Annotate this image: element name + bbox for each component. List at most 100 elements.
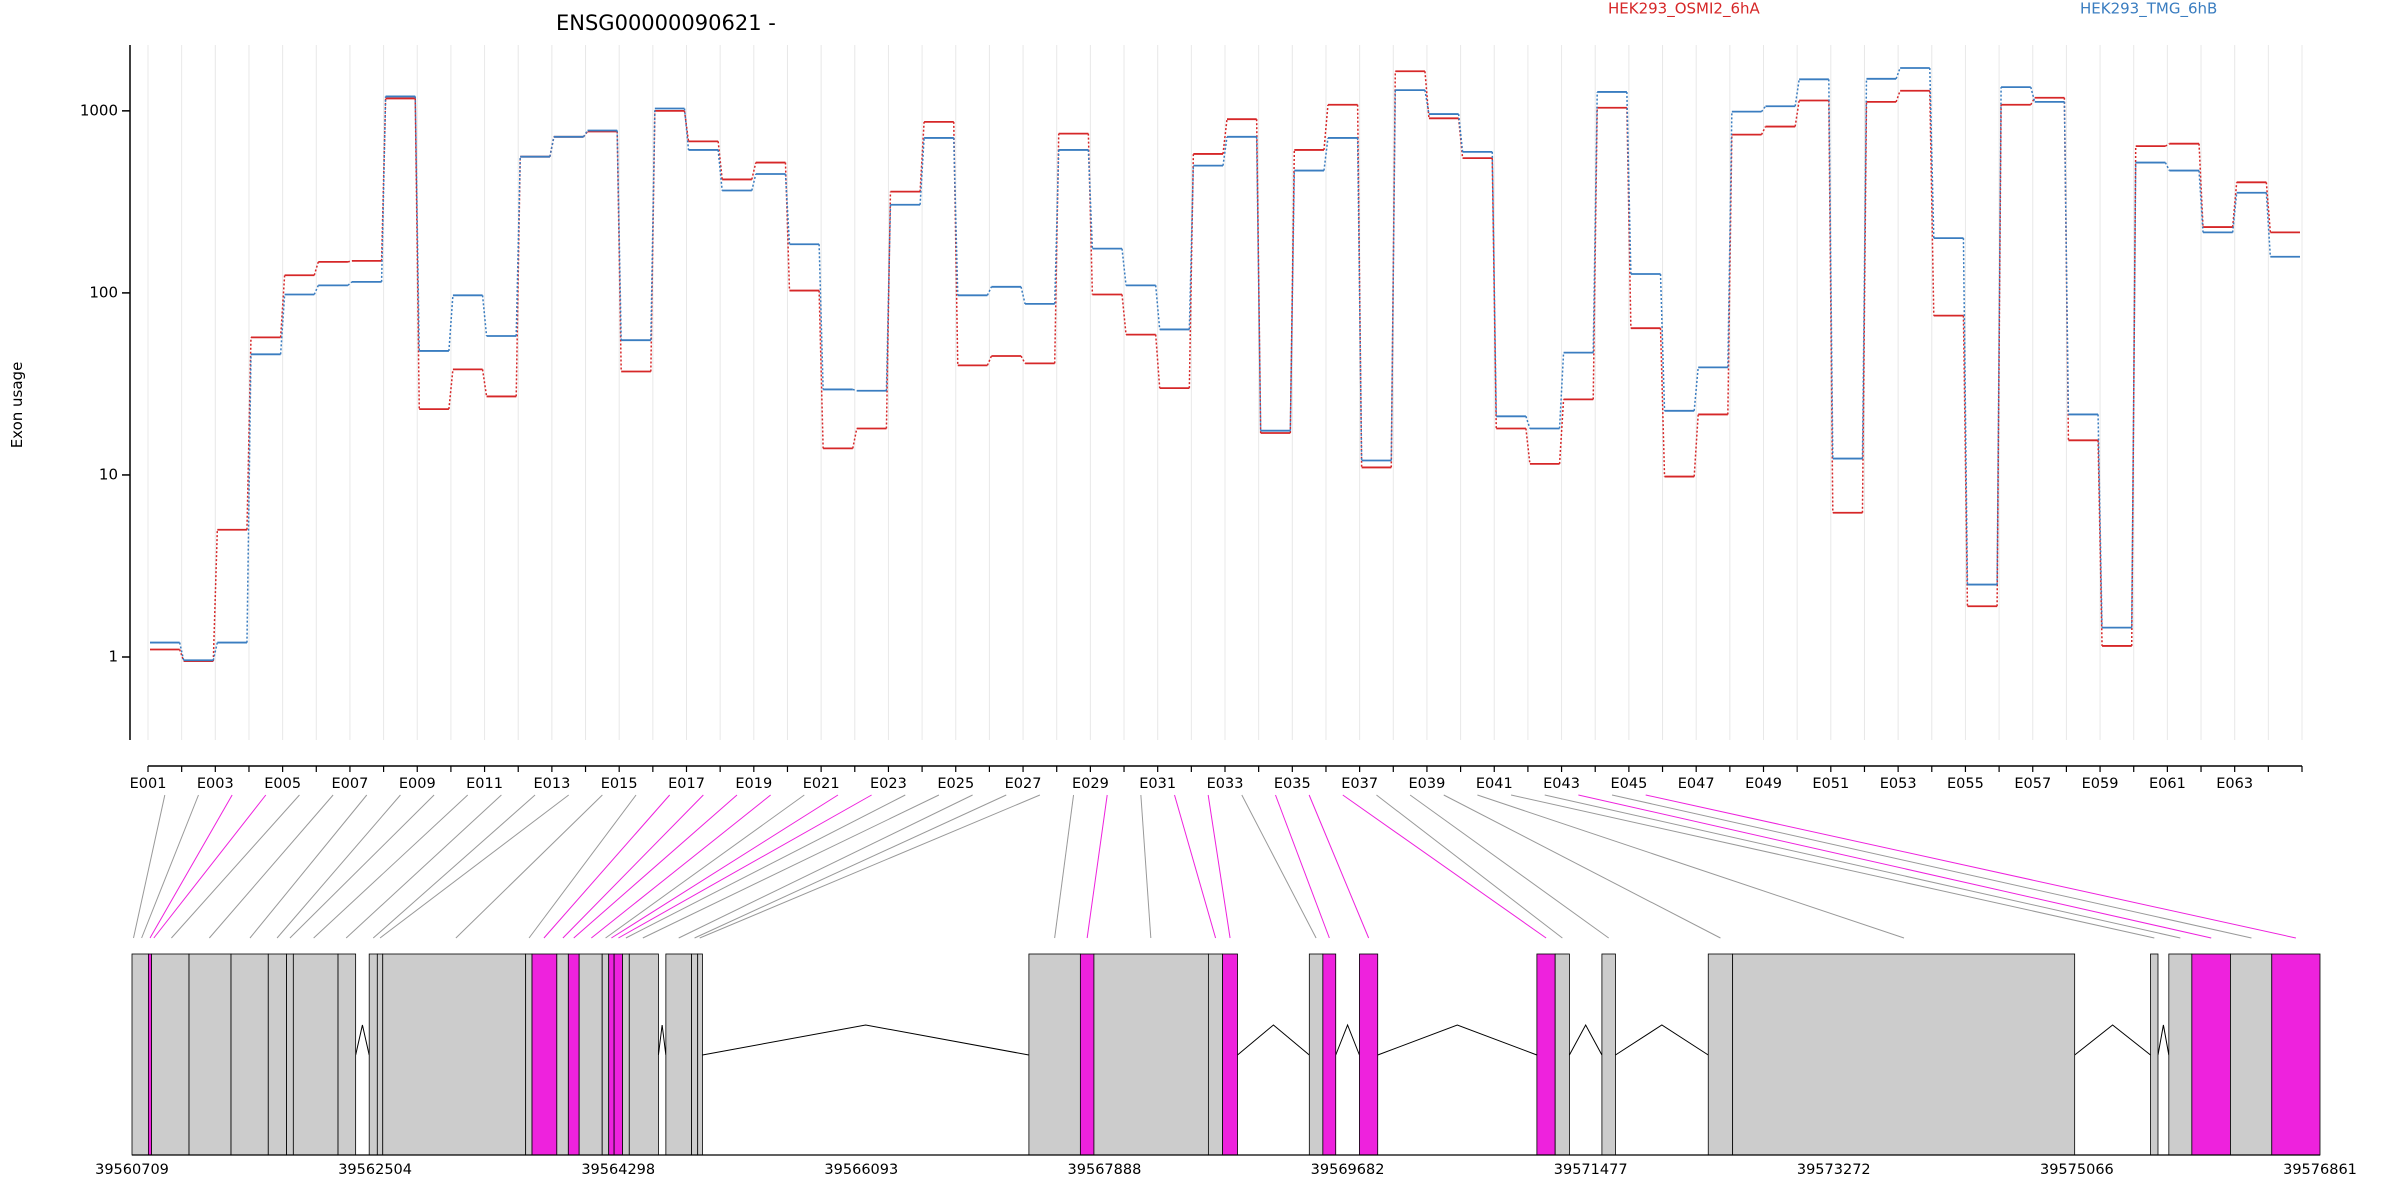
series-connector <box>380 96 387 282</box>
exon-link <box>149 794 233 939</box>
series-connector <box>1558 399 1565 464</box>
exon-box <box>1554 953 1570 1156</box>
exon-box <box>1308 953 1324 1156</box>
exon-box <box>1732 953 2076 1156</box>
series-connector <box>448 369 454 410</box>
exon-link <box>141 794 199 939</box>
exon-link <box>1376 794 1563 939</box>
series-layer <box>150 67 2300 662</box>
x-tick-label: E051 <box>1812 776 1849 792</box>
exon-link <box>618 794 872 939</box>
series-connector <box>2164 162 2171 171</box>
exon-link <box>1477 794 1905 939</box>
exon-link <box>543 794 671 939</box>
series-connector <box>986 286 993 296</box>
exon-box <box>578 953 603 1156</box>
exon-box <box>230 953 269 1156</box>
series-connector <box>1659 328 1666 477</box>
exon-link <box>1308 794 1370 939</box>
series-connector <box>347 281 353 286</box>
intron-line <box>1615 1024 1709 1056</box>
genomic-tick-label: 39560709 <box>95 1162 169 1178</box>
x-tick-label: E055 <box>1947 776 1984 792</box>
series-connector <box>1592 91 1598 353</box>
intron-line <box>1568 1023 1603 1056</box>
series-connector <box>1491 151 1497 417</box>
x-tick-label: E021 <box>803 776 840 792</box>
intron-line <box>2157 1024 2170 1056</box>
x-tick-label: E033 <box>1207 776 1244 792</box>
exon-box <box>1601 953 1616 1156</box>
x-tick-label: E059 <box>2082 776 2119 792</box>
series-connector <box>1727 111 1733 368</box>
series-connector <box>1424 89 1430 115</box>
intron-line <box>1237 1024 1310 1056</box>
exon-link <box>153 794 267 939</box>
genomic-tick-label: 39569682 <box>1311 1162 1385 1178</box>
series-connector <box>178 642 185 661</box>
x-tick-label: E027 <box>1005 776 1042 792</box>
intron-line <box>702 1024 1029 1056</box>
genomic-tick-label: 39562504 <box>338 1162 412 1178</box>
x-tick-label: E013 <box>533 776 570 792</box>
series-connector <box>246 354 252 643</box>
genomic-tick-label: 39573272 <box>1797 1162 1871 1178</box>
series-connector <box>347 260 353 263</box>
exon-box <box>337 953 357 1156</box>
series-connector <box>448 295 454 351</box>
series-connector <box>1525 428 1531 464</box>
series-connector <box>1188 165 1195 330</box>
series-connector <box>481 369 488 397</box>
series-connector <box>212 529 219 662</box>
series-connector <box>1154 334 1161 389</box>
exon-link <box>289 794 435 939</box>
series-connector <box>2265 192 2272 257</box>
exon-link <box>1544 794 2181 939</box>
series-connector <box>1289 170 1296 431</box>
intron-line <box>1335 1023 1360 1056</box>
exon-box <box>691 953 699 1156</box>
x-tick-label: E041 <box>1476 776 1513 792</box>
exon-link <box>1174 794 1217 939</box>
grid-layer <box>147 45 2303 740</box>
exon-box <box>2230 953 2273 1156</box>
exon-link <box>1086 794 1108 939</box>
series-connector <box>1861 101 1868 513</box>
exon-link <box>591 794 771 939</box>
exon-box <box>2271 953 2321 1156</box>
x-tick-label: E035 <box>1274 776 1311 792</box>
series-connector <box>279 294 286 355</box>
exon-box <box>1207 953 1224 1156</box>
series-connector <box>1659 273 1666 411</box>
x-tick-label: E007 <box>332 776 369 792</box>
series-connector <box>986 355 993 366</box>
exon-link <box>1578 794 2212 939</box>
x-tick-label: E049 <box>1745 776 1782 792</box>
series-connector <box>885 191 892 429</box>
exon-box <box>2168 953 2193 1156</box>
x-tick-label: E003 <box>197 776 234 792</box>
series-connector <box>1861 78 1868 459</box>
x-tick-label: E011 <box>466 776 503 792</box>
exon-box <box>267 953 287 1156</box>
exon-box <box>608 953 615 1156</box>
x-tick-label: E015 <box>601 776 638 792</box>
series-connector <box>313 285 319 295</box>
series-connector <box>885 204 892 391</box>
x-tick-label: E009 <box>399 776 436 792</box>
series-connector <box>1962 315 1969 607</box>
exon-link <box>1275 794 1330 939</box>
x-tick-label: E057 <box>2014 776 2051 792</box>
series-connector <box>1760 126 1767 135</box>
exon-link <box>699 794 1041 939</box>
y-tick-label: 10 <box>99 465 118 483</box>
exon-link <box>528 794 637 939</box>
exon-box <box>697 953 703 1156</box>
x-tick-label: E047 <box>1678 776 1715 792</box>
exon-box <box>1222 953 1238 1156</box>
series-connector <box>2231 192 2238 233</box>
exon-link <box>694 794 1007 939</box>
exon-link <box>678 794 973 939</box>
x-tick-label: E005 <box>264 776 301 792</box>
